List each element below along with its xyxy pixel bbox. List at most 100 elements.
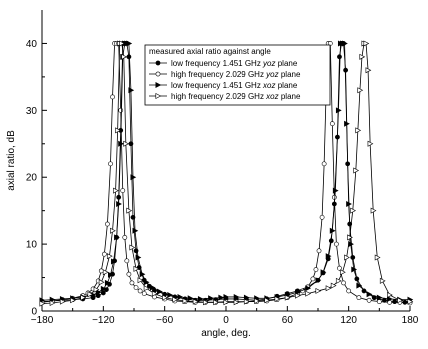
data-point [124,258,130,264]
data-point [356,295,362,301]
data-point [325,253,332,260]
data-point [107,271,114,278]
data-point [305,290,312,297]
data-point [130,174,137,181]
data-point [208,295,214,302]
legend-label: low frequency 1.451 GHz xoz plane [171,81,298,90]
data-point [223,293,230,300]
data-point [203,299,209,306]
data-point [344,120,350,127]
data-point [376,299,382,305]
data-point [177,293,184,300]
y-axis-title: axial ratio, dB [6,130,17,191]
data-point [387,295,393,302]
data-point [330,282,337,289]
data-point [325,285,332,292]
data-point [397,297,404,304]
data-point [137,277,144,284]
x-axis-title: angle, deg. [201,328,251,339]
data-point [313,267,319,272]
data-point [335,107,342,114]
data-point [374,254,381,261]
data-point [121,53,128,60]
data-point [93,286,100,293]
data-point [100,285,107,292]
data-point [254,297,260,304]
data-point [182,297,189,304]
data-point [346,200,352,207]
data-point [274,295,281,302]
data-point [329,227,336,234]
data-point [197,295,204,302]
data-point [350,207,357,214]
data-point [128,87,135,94]
data-point [87,291,94,298]
legend-item: low frequency 1.451 GHz xoz plane [149,81,298,90]
legend-label: high frequency 2.029 GHz yoz plane [171,70,301,79]
legend-box [144,44,331,106]
data-point [110,227,116,234]
data-point [118,140,124,147]
data-point [123,140,130,147]
x-tick-label: 120 [340,315,357,326]
data-point [155,60,161,66]
x-tick-label: −60 [156,315,173,326]
data-point [126,54,132,60]
data-point [141,291,147,297]
data-point [370,207,377,214]
data-point [192,298,199,305]
data-point [59,298,66,305]
data-point [233,293,240,300]
x-tick-label: −180 [31,315,54,326]
data-point [319,214,325,220]
data-point [137,288,143,294]
data-point [98,268,104,274]
data-point [80,294,87,301]
data-point [49,299,56,306]
x-tick-label: 60 [282,315,294,326]
data-point [335,277,342,284]
data-point [264,297,271,304]
data-point [95,289,102,296]
data-point [149,284,156,291]
data-point [340,269,346,276]
data-point [341,280,346,286]
legend: measured axial ratio against angle low f… [144,44,331,106]
data-point [120,188,126,193]
y-tick-label: 0 [31,307,37,318]
data-point [129,244,136,251]
data-point [111,258,117,265]
data-point [337,54,342,60]
data-point [218,294,225,301]
legend-label: high frequency 2.029 GHz xoz plane [171,92,301,101]
data-point [167,291,174,298]
data-point [115,127,121,134]
data-point [243,294,250,301]
data-point [133,285,139,290]
data-point [98,279,105,286]
data-point [387,291,393,298]
data-point [353,167,360,174]
data-point [143,285,150,292]
data-point [157,288,163,295]
data-point [321,161,327,167]
data-point [110,94,115,100]
data-point [139,271,146,278]
data-point [101,251,107,257]
ticks: −180 −120 −60 0 60 120 180 0 10 20 30 40 [26,39,419,326]
data-point [70,297,76,304]
data-point [132,227,139,234]
data-point [329,121,335,127]
data-point [361,288,367,294]
data-point [133,265,140,272]
x-tick-label: −120 [92,315,115,326]
y-tick-label: 40 [26,39,38,50]
data-point [122,235,128,240]
data-point [155,82,162,88]
data-point [342,40,348,47]
data-point [359,53,366,60]
data-point [305,285,312,292]
data-point [315,277,322,284]
data-point [347,234,353,241]
data-point [116,200,122,207]
